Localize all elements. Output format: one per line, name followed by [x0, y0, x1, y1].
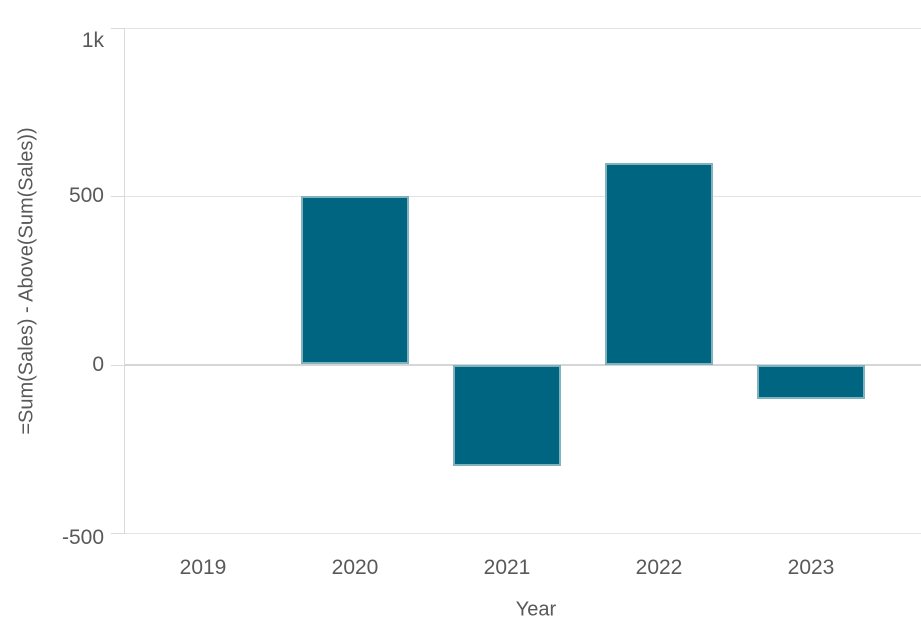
- x-axis-title: Year: [515, 598, 557, 621]
- gridline: [125, 28, 921, 29]
- x-tick-label-2019: 2019: [179, 556, 227, 579]
- y-tick-label: 0: [92, 353, 104, 376]
- bar-2020[interactable]: [301, 196, 409, 364]
- y-tick-mark: [111, 196, 125, 197]
- y-tick-label: 1k: [81, 29, 104, 52]
- gridline: [125, 196, 921, 197]
- y-tick-mark: [111, 533, 125, 534]
- x-tick-label-2022: 2022: [635, 556, 683, 579]
- y-tick-label: -500: [61, 526, 104, 549]
- x-tick-label-2023: 2023: [787, 556, 835, 579]
- y-tick-mark: [111, 365, 125, 366]
- bar-2023[interactable]: [757, 365, 865, 399]
- x-tick-label-2021: 2021: [483, 556, 531, 579]
- bar-2021[interactable]: [453, 365, 561, 466]
- y-tick-label: 500: [68, 184, 104, 207]
- y-tick-mark: [111, 28, 125, 29]
- gridline: [125, 533, 921, 534]
- x-tick-label-2020: 2020: [331, 556, 379, 579]
- y-axis-line: [124, 28, 125, 533]
- bar-2022[interactable]: [605, 163, 713, 365]
